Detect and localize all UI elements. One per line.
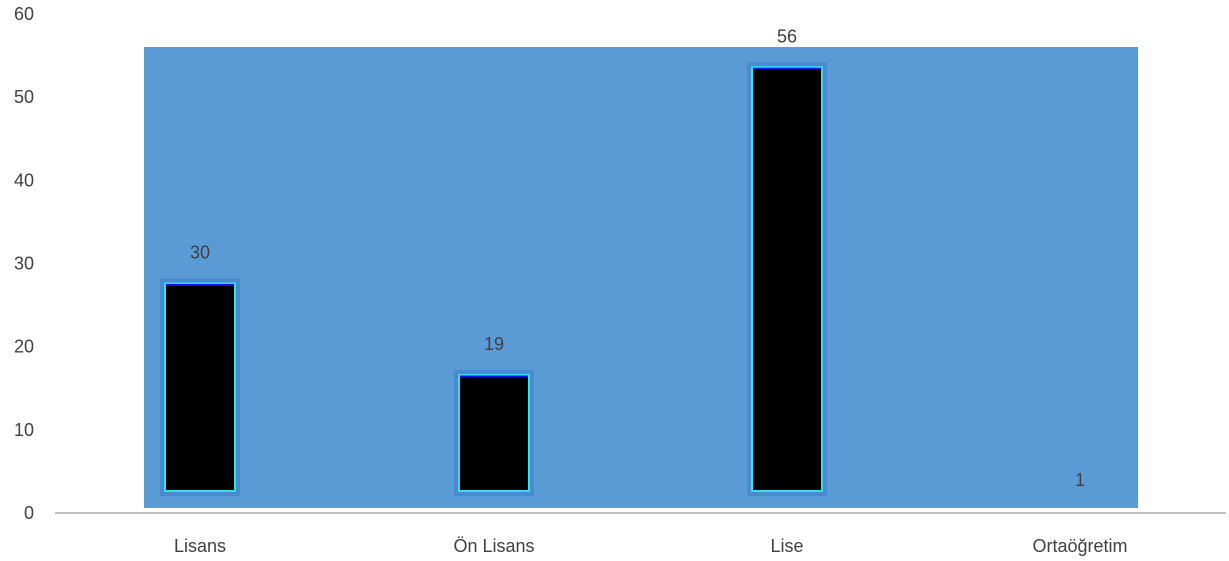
plot-area-background bbox=[144, 47, 1138, 508]
x-axis-category-labels: Lisans Ön Lisans Lise Ortaöğretim bbox=[174, 536, 1128, 556]
bar bbox=[751, 66, 823, 493]
y-tick-label: 30 bbox=[14, 254, 34, 274]
bar-glow bbox=[454, 369, 534, 497]
data-label: 56 bbox=[777, 26, 797, 46]
bar bbox=[164, 282, 236, 492]
x-category-label: Ortaöğretim bbox=[1032, 536, 1127, 556]
x-category-label: Lisans bbox=[174, 536, 226, 556]
x-category-label: Ön Lisans bbox=[453, 536, 534, 556]
y-axis-ticks: 0 10 20 30 40 50 60 bbox=[14, 4, 34, 523]
bar bbox=[458, 373, 530, 493]
data-label: 30 bbox=[190, 243, 210, 263]
y-tick-label: 50 bbox=[14, 87, 34, 107]
bar-glow bbox=[747, 62, 827, 497]
y-tick-label: 60 bbox=[14, 4, 34, 24]
bars bbox=[160, 62, 827, 497]
x-category-label: Lise bbox=[770, 536, 803, 556]
y-tick-label: 10 bbox=[14, 420, 34, 440]
y-tick-label: 0 bbox=[24, 503, 34, 523]
bar-glow bbox=[160, 278, 240, 496]
data-label: 1 bbox=[1075, 470, 1085, 490]
y-tick-label: 40 bbox=[14, 170, 34, 190]
data-label: 19 bbox=[484, 334, 504, 354]
data-labels: 30 19 56 1 bbox=[190, 26, 1085, 490]
y-tick-label: 20 bbox=[14, 337, 34, 357]
